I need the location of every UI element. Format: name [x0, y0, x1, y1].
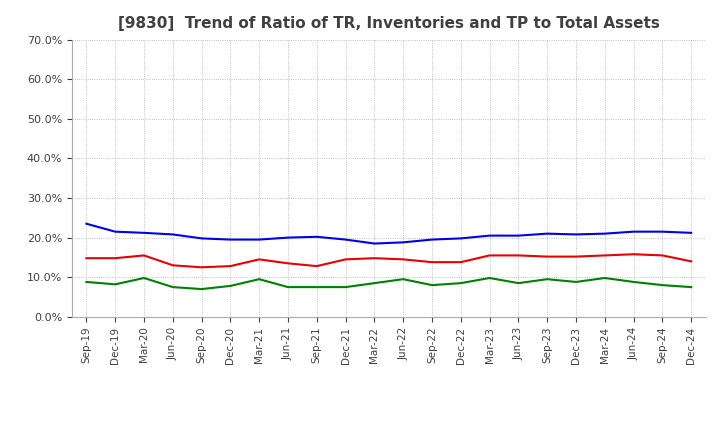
Trade Payables [197, 286, 206, 292]
Inventories [82, 221, 91, 226]
Trade Receivables [485, 253, 494, 258]
Inventories [456, 236, 465, 241]
Trade Receivables [111, 256, 120, 261]
Trade Payables [514, 281, 523, 286]
Inventories [111, 229, 120, 234]
Trade Payables [312, 284, 321, 290]
Trade Payables [226, 283, 235, 289]
Trade Receivables [543, 254, 552, 259]
Inventories [140, 230, 148, 235]
Inventories [370, 241, 379, 246]
Trade Payables [82, 279, 91, 285]
Trade Payables [687, 284, 696, 290]
Inventories [284, 235, 292, 240]
Trade Payables [341, 284, 350, 290]
Inventories [600, 231, 609, 236]
Inventories [226, 237, 235, 242]
Trade Receivables [687, 259, 696, 264]
Trade Receivables [284, 260, 292, 266]
Trade Payables [168, 284, 177, 290]
Inventories [658, 229, 667, 234]
Trade Payables [572, 279, 580, 285]
Trade Payables [370, 281, 379, 286]
Trade Receivables [456, 260, 465, 265]
Inventories [629, 229, 638, 234]
Trade Receivables [255, 257, 264, 262]
Trade Payables [140, 275, 148, 281]
Inventories [514, 233, 523, 238]
Line: Inventories: Inventories [86, 224, 691, 243]
Trade Receivables [82, 256, 91, 261]
Trade Payables [658, 282, 667, 288]
Trade Receivables [341, 257, 350, 262]
Inventories [572, 232, 580, 237]
Trade Payables [456, 281, 465, 286]
Trade Payables [111, 282, 120, 287]
Trade Receivables [168, 263, 177, 268]
Trade Receivables [140, 253, 148, 258]
Trade Payables [629, 279, 638, 285]
Trade Receivables [428, 260, 436, 265]
Trade Payables [485, 275, 494, 281]
Title: [9830]  Trend of Ratio of TR, Inventories and TP to Total Assets: [9830] Trend of Ratio of TR, Inventories… [118, 16, 660, 32]
Inventories [197, 236, 206, 241]
Trade Receivables [658, 253, 667, 258]
Trade Payables [600, 275, 609, 281]
Trade Payables [255, 276, 264, 282]
Trade Receivables [197, 264, 206, 270]
Inventories [255, 237, 264, 242]
Trade Receivables [226, 264, 235, 269]
Trade Receivables [312, 264, 321, 269]
Trade Payables [543, 276, 552, 282]
Trade Receivables [600, 253, 609, 258]
Inventories [543, 231, 552, 236]
Trade Payables [284, 284, 292, 290]
Inventories [312, 234, 321, 239]
Inventories [485, 233, 494, 238]
Trade Payables [428, 282, 436, 288]
Inventories [428, 237, 436, 242]
Trade Receivables [629, 252, 638, 257]
Line: Trade Payables: Trade Payables [86, 278, 691, 289]
Line: Trade Receivables: Trade Receivables [86, 254, 691, 267]
Inventories [168, 232, 177, 237]
Inventories [341, 237, 350, 242]
Trade Receivables [399, 257, 408, 262]
Trade Receivables [572, 254, 580, 259]
Inventories [687, 230, 696, 235]
Trade Receivables [370, 256, 379, 261]
Inventories [399, 240, 408, 245]
Trade Payables [399, 276, 408, 282]
Trade Receivables [514, 253, 523, 258]
